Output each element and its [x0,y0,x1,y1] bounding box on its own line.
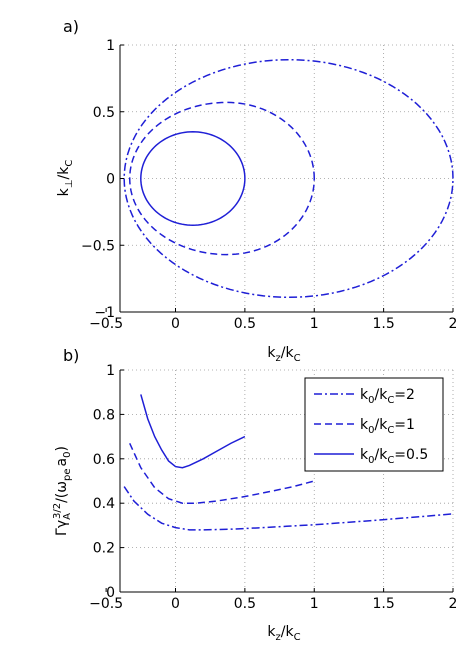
chart-panel-b: b) −0.5 0 0.5 1 1.5 200.20.40.60.81 kz/kC ΓγA… [52,346,457,643]
x-tick-label-4: 1.5 [372,316,394,332]
series-line-dashdot [123,486,454,531]
panel-a-label: a) [63,17,79,36]
series-line-dashdot [123,58,454,299]
series-line-solid [140,394,246,469]
y-tick-label-1: 0.2 [93,541,115,557]
y-tick-label-4: 0.8 [93,407,115,423]
y-tick-label-2: 0.4 [93,496,115,512]
x-tick-label-4: 1.5 [372,596,394,612]
y-tick-label-1: −0.5 [81,238,115,254]
x-tick-label-2: 0.5 [234,316,256,332]
y-tick-label-0: −1 [94,305,115,321]
panel-a-axes [119,45,453,313]
panel-a-xlabel: kz/kC [267,345,300,364]
panel-b-xlabel: kz/kC [267,624,300,643]
x-tick-label-0: −0.5 [89,316,123,332]
legend-label-k0-2: k0/kC=2 [360,387,415,406]
x-tick-label-5: 2 [449,596,458,612]
panel-a-series [123,58,454,299]
panel-a-ylabel: k⊥/kC [56,160,75,197]
y-tick-label-5: 1 [106,363,115,379]
x-tick-label-3: 1 [310,316,319,332]
y-tick-label-3: 0.5 [93,105,115,121]
x-tick-label-1: 0 [171,596,180,612]
legend: k0/kC=2 k0/kC=1 k0/kC=0.5 [304,377,444,472]
series-line-dashed [128,101,316,256]
panel-b-ticks: −0.5 0 0.5 1 1.5 200.20.40.60.81 [89,363,457,612]
panel-a-ticks: −0.5 0 0.5 1 1.5 2−1−0.500.51 [81,38,457,332]
y-tick-label-4: 1 [106,38,115,54]
legend-label-k0-0.5: k0/kC=0.5 [360,447,428,466]
panel-a-grid [120,44,454,313]
chart-panel-a: a) −0.5 0 0.5 1 1.5 2−1−0.500.51 kz/kC k⊥/kC [56,17,457,364]
x-tick-label-0: −0.5 [89,596,123,612]
panel-b-ylabel: ΓγA3/2/(ωpea0) [52,446,73,536]
series-line-dashed [129,442,315,504]
y-tick-label-2: 0 [106,172,115,188]
x-tick-label-2: 0.5 [234,596,256,612]
panel-b-series [123,394,454,531]
x-tick-label-5: 2 [449,316,458,332]
y-tick-label-3: 0.6 [93,452,115,468]
x-tick-label-1: 0 [171,316,180,332]
series-line-solid [140,131,246,226]
panel-b-label: b) [63,346,79,365]
legend-label-k0-1: k0/kC=1 [360,417,415,436]
x-tick-label-3: 1 [310,596,319,612]
y-tick-label-0: 0 [106,585,115,601]
